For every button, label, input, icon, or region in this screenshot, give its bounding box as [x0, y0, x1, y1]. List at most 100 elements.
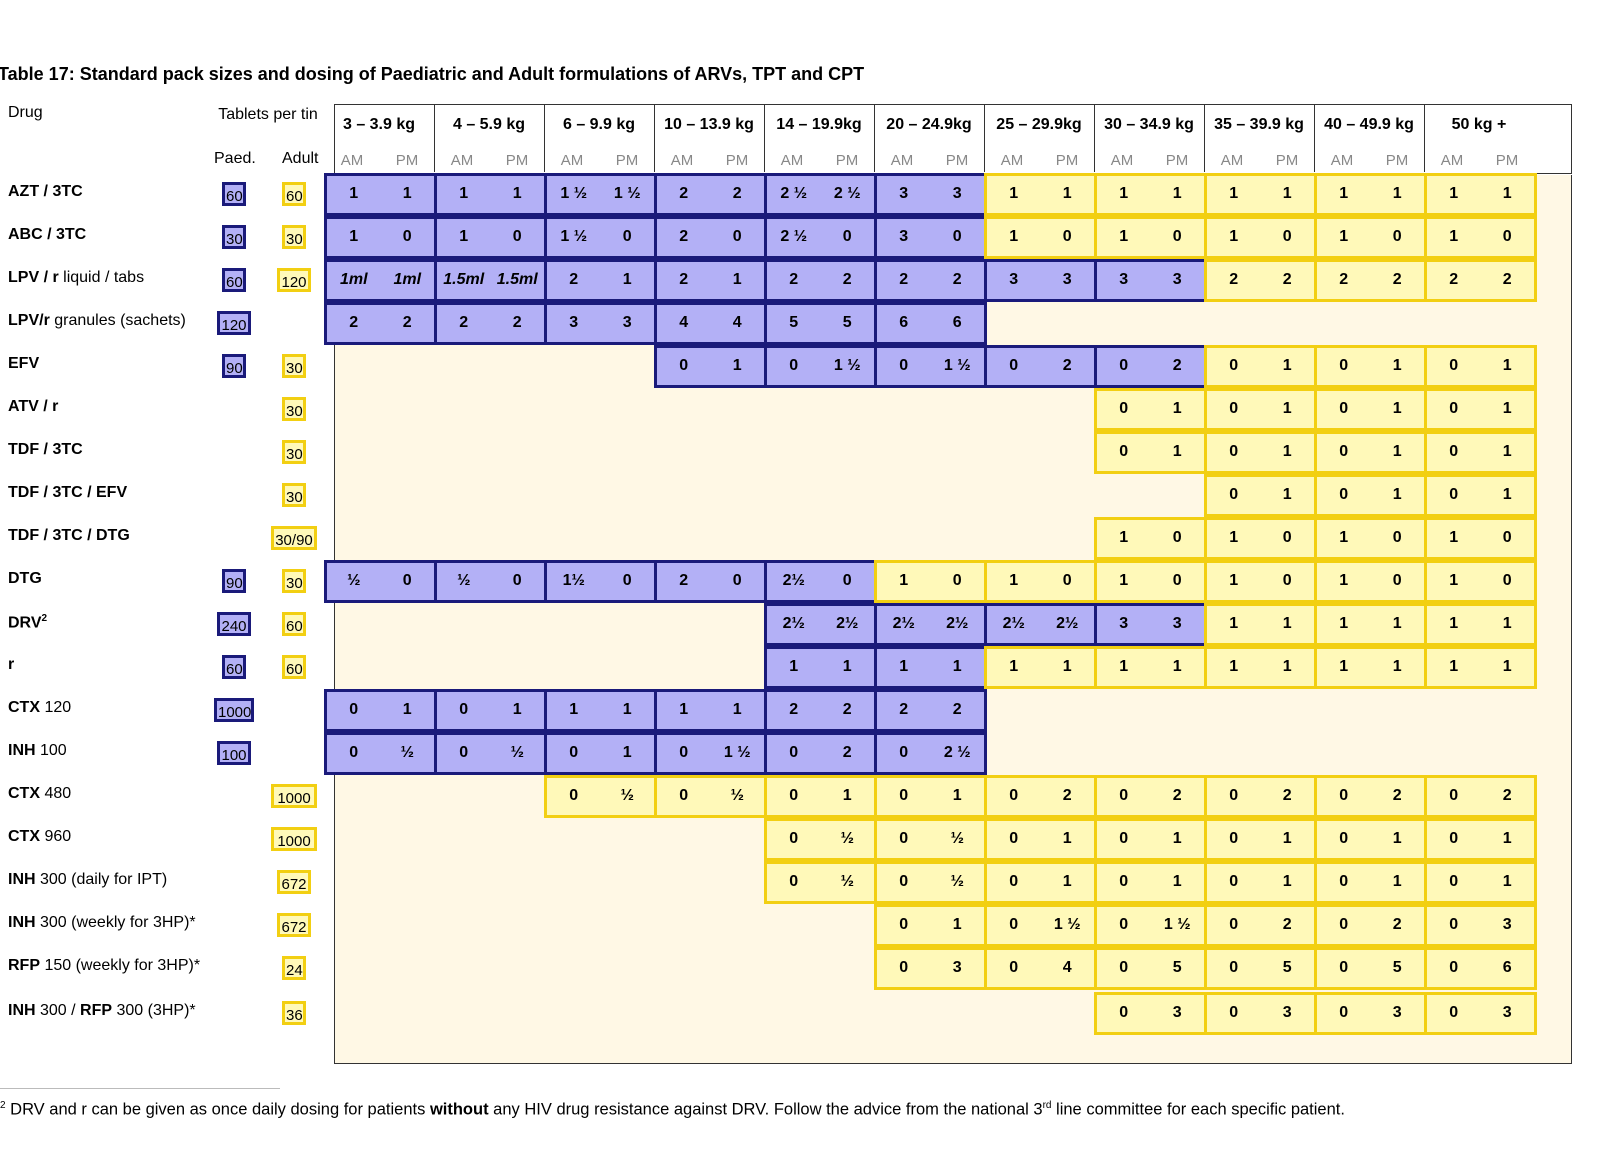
am-header: AM — [340, 152, 364, 169]
drug-column-header: Drug — [8, 104, 43, 121]
am-dose: 0 — [1449, 916, 1459, 933]
am-dose: 2 — [1229, 271, 1239, 288]
am-dose: 0 — [1449, 787, 1459, 804]
drug-name-bold: AZT / 3TC — [8, 183, 83, 200]
pm-dose: 0 — [1282, 572, 1292, 589]
pm-dose: 0 — [1502, 228, 1512, 245]
paed-pack-size: 1000 — [214, 698, 254, 722]
drug-name-bold: EFV — [8, 355, 40, 372]
paed-column-header: Paed. — [214, 150, 256, 167]
pm-dose: 1 — [732, 701, 742, 718]
pm-dose: 2 — [1062, 787, 1072, 804]
weight-band-label: 40 – 49.9 kg — [1324, 116, 1414, 133]
drug-name-bold: ABC / 3TC — [8, 226, 87, 243]
pm-dose: 3 — [1062, 271, 1072, 288]
pm-dose: 0 — [1282, 529, 1292, 546]
am-dose: 2 — [789, 271, 799, 288]
pm-dose: 3 — [1172, 615, 1182, 632]
drug-name: r — [8, 656, 14, 674]
pm-dose: 1ml — [393, 271, 422, 288]
am-dose: 3 — [899, 185, 909, 202]
adult-column-header: Adult — [282, 150, 319, 167]
am-dose: 0 — [679, 744, 689, 761]
table-title: Table 17: Standard pack sizes and dosing… — [0, 64, 865, 84]
drug-name: ATV / r — [8, 398, 58, 416]
pm-dose: ½ — [950, 830, 964, 847]
pm-dose: ½ — [840, 873, 854, 890]
footnote-sup: rd — [1042, 1100, 1052, 1111]
am-dose: 3 — [569, 314, 579, 331]
am-header: AM — [560, 152, 584, 169]
am-dose: 0 — [1229, 959, 1239, 976]
drug-name-detail: granules (sachets) — [49, 312, 186, 329]
pm-dose: 0 — [952, 572, 962, 589]
pm-dose: 2 — [732, 185, 742, 202]
pm-dose: 1 — [1172, 873, 1182, 890]
am-dose: 2 — [679, 271, 689, 288]
pm-dose: 1 — [1502, 443, 1512, 460]
drug-name: TDF / 3TC / EFV — [8, 484, 127, 502]
weight-band-label: 20 – 24.9kg — [886, 116, 972, 133]
drug-name-bold: INH — [8, 871, 36, 888]
am-dose: 1 ½ — [560, 185, 588, 202]
dose-cell: 2 ½ 0 — [764, 216, 877, 259]
am-dose: 0 — [349, 701, 359, 718]
dose-cell: 2½ 2½ — [874, 603, 987, 646]
pm-dose: 0 — [1172, 572, 1182, 589]
adult-pack-size: 24 — [282, 956, 306, 980]
pm-dose: ½ — [510, 744, 524, 761]
tablets-per-tin-header: Tablets per tin — [218, 106, 318, 123]
am-dose: 0 — [899, 744, 909, 761]
weight-band-header — [334, 104, 1572, 174]
pm-dose: ½ — [620, 787, 634, 804]
am-dose: 1 — [1449, 615, 1459, 632]
adult-pack-size: 30 — [282, 569, 306, 593]
pm-dose: 2 ½ — [833, 185, 861, 202]
paed-pack-size: 30 — [222, 225, 246, 249]
pm-dose: 1 — [1172, 658, 1182, 675]
pm-dose: 1 — [1282, 400, 1292, 417]
am-dose: 0 — [1339, 830, 1349, 847]
pm-dose: 1.5ml — [496, 271, 538, 288]
am-dose: 0 — [1229, 400, 1239, 417]
footnote-mark: 2 — [0, 1100, 6, 1111]
pm-dose: 6 — [1502, 959, 1512, 976]
am-dose: 0 — [899, 873, 909, 890]
pm-dose: 1 — [1392, 185, 1402, 202]
am-dose: 2 — [1339, 271, 1349, 288]
pm-dose: 1 — [512, 185, 522, 202]
pm-dose: 1 — [1282, 185, 1292, 202]
am-dose: 0 — [569, 787, 579, 804]
pm-dose: 5 — [1172, 959, 1182, 976]
dose-cell: 2½ 2½ — [764, 603, 877, 646]
pm-dose: 2 — [1172, 357, 1182, 374]
drug-name-bold: INH — [8, 1002, 36, 1019]
am-header: AM — [450, 152, 474, 169]
am-dose: 0 — [1339, 443, 1349, 460]
am-dose: 1 — [1119, 529, 1129, 546]
am-dose: 1 — [349, 185, 359, 202]
am-dose: 1 — [1449, 228, 1459, 245]
dose-cell: 2 ½ 2 ½ — [764, 173, 877, 216]
pm-dose: 3 — [1282, 1004, 1292, 1021]
